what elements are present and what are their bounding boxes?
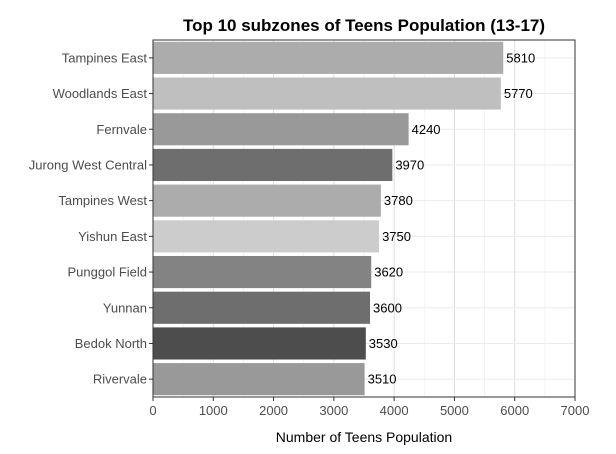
data-label: 5770 — [504, 86, 533, 101]
bar-fernvale — [153, 113, 409, 146]
bar-bedok-north — [153, 327, 366, 360]
y-tick-label: Punggol Field — [68, 265, 148, 280]
data-label: 3510 — [368, 372, 397, 387]
x-tick-label: 4000 — [380, 403, 409, 418]
y-tick-label: Jurong West Central — [29, 157, 147, 172]
y-tick-label: Woodlands East — [53, 86, 148, 101]
y-axis: Tampines East Woodlands East Fernvale Juron… — [29, 50, 153, 387]
data-label: 3620 — [374, 265, 403, 280]
x-tick-label: 6000 — [500, 403, 529, 418]
bar-woodlands-east — [153, 77, 501, 110]
y-tick-label: Yishun East — [78, 229, 147, 244]
chart-title: Top 10 subzones of Teens Population (13-… — [183, 16, 545, 35]
data-labels: 5810 5770 4240 3970 3780 3750 3620 3600 3530 3510 — [368, 50, 536, 386]
data-label: 3600 — [373, 300, 402, 315]
bars — [153, 41, 504, 396]
x-tick-label: 2000 — [259, 403, 288, 418]
x-tick-label: 5000 — [440, 403, 469, 418]
bar-tampines-west — [153, 184, 381, 217]
y-tick-label: Tampines East — [62, 50, 148, 65]
x-tick-label: 1000 — [199, 403, 228, 418]
x-tick-label: 7000 — [561, 403, 590, 418]
plot-border — [152, 39, 576, 398]
bar-rivervale — [153, 363, 365, 396]
bar-yishun-east — [153, 220, 380, 253]
x-axis-title: Number of Teens Population — [276, 429, 452, 445]
bar-yunnan — [153, 291, 371, 324]
data-label: 5810 — [506, 50, 535, 65]
y-tick-label: Rivervale — [93, 372, 147, 387]
data-label: 3750 — [382, 229, 411, 244]
bar-jurong-west-central — [153, 148, 393, 182]
data-label: 3530 — [369, 336, 398, 351]
data-label: 3970 — [395, 157, 424, 172]
x-tick-label: 0 — [149, 403, 156, 418]
y-tick-label: Tampines West — [58, 193, 147, 208]
y-tick-label: Yunnan — [103, 300, 147, 315]
y-tick-label: Fernvale — [96, 122, 147, 137]
x-axis: 0 1000 2000 3000 4000 5000 6000 7000 — [149, 397, 589, 418]
bar-punggol-field — [153, 255, 372, 289]
bar-tampines-east — [153, 41, 504, 74]
data-label: 4240 — [412, 122, 441, 137]
x-tick-label: 3000 — [319, 403, 348, 418]
y-tick-label: Bedok North — [75, 336, 147, 351]
data-label: 3780 — [384, 193, 413, 208]
